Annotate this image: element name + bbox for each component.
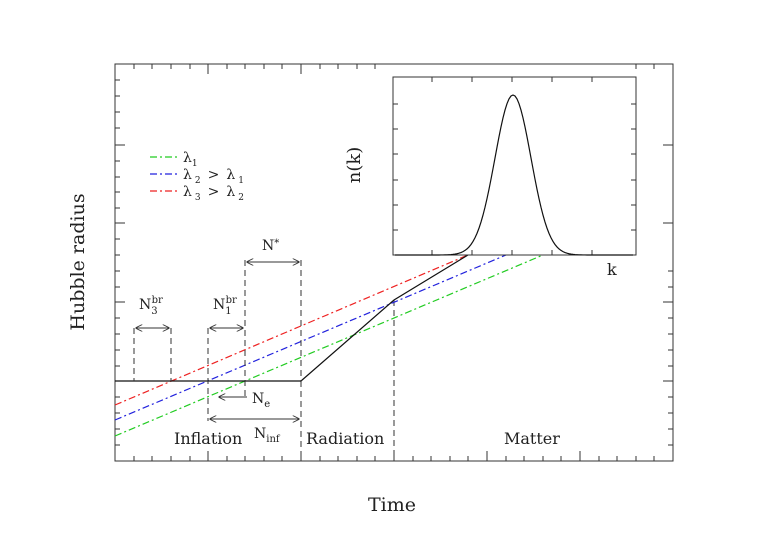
inset-plot: [392, 76, 637, 256]
inset-gaussian-curve: [395, 94, 633, 256]
n3br-label: N3br: [139, 295, 163, 317]
lambda1-line: [114, 254, 544, 437]
lambda3-line: [114, 254, 469, 406]
n1br-label: N1br: [213, 295, 237, 317]
nstar-label: N*: [262, 238, 279, 254]
ninf-label: Ninf: [254, 426, 281, 445]
lambda2-line: [114, 254, 507, 421]
legend: λ1 λ 2 > λ 1 λ 3 > λ 2: [150, 150, 244, 203]
inset-ylabel: n(k): [344, 147, 365, 184]
inset-xlabel: k: [607, 260, 617, 279]
x-axis-label: Time: [368, 494, 416, 516]
marker-guides: [133, 260, 302, 421]
y-axis-label: Hubble radius: [67, 193, 89, 330]
inflation-label: Inflation: [174, 429, 242, 448]
legend-lambda3: λ 3 > λ 2: [183, 184, 244, 203]
hubble-radius-curve: [115, 254, 469, 382]
inset-frame: [392, 76, 637, 256]
radiation-label: Radiation: [306, 429, 384, 448]
ne-label: Ne: [252, 391, 270, 410]
matter-label: Matter: [504, 429, 560, 448]
